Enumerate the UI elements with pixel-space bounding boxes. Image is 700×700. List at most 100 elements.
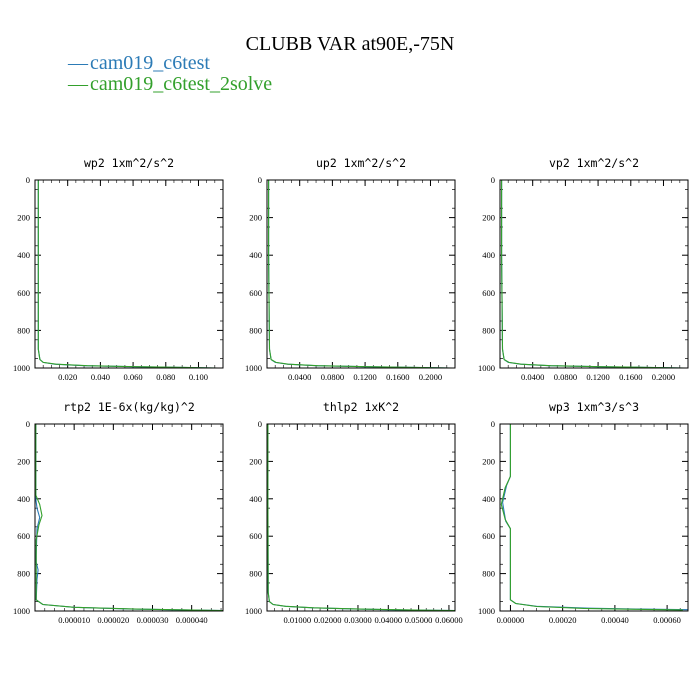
y-tick-label: 800: [249, 325, 262, 335]
x-tick-label: 0.06000: [435, 615, 463, 625]
y-tick-label: 200: [482, 213, 495, 223]
y-tick-label: 800: [482, 569, 495, 579]
x-tick-label: 0.000010: [58, 615, 90, 625]
y-tick-label: 800: [17, 569, 30, 579]
panels: wp2 1xm^2/s^2 0 200 400 600 800 1000 0.020 0.040…: [13, 156, 689, 625]
x-tick-label: 0.000030: [137, 615, 169, 625]
y-tick-label: 800: [249, 569, 262, 579]
legend-label-1: cam019_c6test: [90, 52, 210, 74]
panel-title: rtp2 1E-6x(kg/kg)^2: [63, 400, 195, 414]
y-tick-label: 400: [17, 250, 30, 260]
series-line-2: [35, 424, 224, 612]
x-tick-label: 0.000040: [176, 615, 208, 625]
panel-title: vp2 1xm^2/s^2: [549, 156, 639, 170]
panel-title: up2 1xm^2/s^2: [316, 156, 406, 170]
legend-label-2: cam019_c6test_2solve: [90, 73, 272, 95]
series-line-1: [501, 180, 684, 369]
plot-frame: [266, 179, 456, 369]
series-line-2: [267, 424, 456, 612]
y-tick-label: 400: [17, 494, 30, 504]
x-tick-label: 0.060: [124, 372, 143, 382]
y-tick-label: 200: [482, 456, 495, 466]
series-line-1: [267, 424, 456, 612]
series-line-1: [35, 424, 224, 612]
y-tick-label: 600: [249, 288, 262, 298]
x-tick-label: 0.000020: [97, 615, 129, 625]
y-tick-label: 1000: [478, 606, 495, 616]
y-tick-label: 400: [482, 494, 495, 504]
x-tick-label: 0.04000: [374, 615, 402, 625]
series-line-1: [37, 180, 215, 369]
series-line-2: [268, 180, 453, 369]
y-tick-label: 600: [17, 288, 30, 298]
x-tick-label: 0.00020: [549, 615, 577, 625]
legend-entry-2: — cam019_c6test_2solve: [67, 73, 272, 95]
x-tick-label: 0.00000: [497, 615, 525, 625]
x-tick-label: 0.2000: [652, 372, 675, 382]
y-tick-label: 1000: [245, 363, 262, 373]
y-tick-label: 1000: [13, 363, 30, 373]
plot-frame: [266, 423, 456, 612]
legend-marker-1: —: [67, 52, 89, 74]
plot-frame: [499, 423, 689, 612]
x-tick-label: 0.040: [91, 372, 110, 382]
legend: — cam019_c6test — cam019_c6test_2solve: [67, 52, 272, 95]
y-tick-label: 0: [491, 419, 495, 429]
x-tick-label: 0.1600: [386, 372, 409, 382]
series-line-2: [37, 180, 219, 369]
panel-2: up2 1xm^2/s^2 0 200 400 600 800 1000 0.0400 0.08…: [245, 156, 456, 382]
y-tick-label: 800: [17, 325, 30, 335]
x-tick-label: 0.0400: [521, 372, 544, 382]
y-tick-label: 0: [26, 419, 30, 429]
x-tick-label: 0.02000: [314, 615, 342, 625]
x-tick-label: 0.0400: [288, 372, 311, 382]
y-tick-label: 200: [17, 456, 30, 466]
x-tick-label: 0.1600: [619, 372, 642, 382]
series-line-2: [500, 424, 683, 611]
y-tick-label: 200: [249, 213, 262, 223]
panel-title: wp3 1xm^3/s^3: [549, 400, 639, 414]
series-line-2: [501, 180, 686, 369]
y-tick-label: 1000: [478, 363, 495, 373]
plot-frame: [34, 423, 224, 612]
panel-3: vp2 1xm^2/s^2 0 200 400 600 800 1000 0.0400 0.08…: [478, 156, 689, 382]
panel-5: thlp2 1xK^2 0 200 400 600 800 1000 0.01000 0.020…: [245, 400, 463, 625]
figure-title: CLUBB VAR at90E,-75N: [246, 33, 455, 55]
x-tick-label: 0.05000: [405, 615, 433, 625]
panel-title: thlp2 1xK^2: [323, 400, 399, 414]
series-line-1: [502, 424, 689, 611]
y-tick-label: 400: [482, 250, 495, 260]
plot-frame: [34, 179, 224, 369]
y-tick-label: 600: [249, 531, 262, 541]
x-tick-label: 0.0800: [321, 372, 344, 382]
x-tick-label: 0.020: [58, 372, 77, 382]
x-tick-label: 0.01000: [284, 615, 312, 625]
x-tick-label: 0.080: [156, 372, 175, 382]
y-tick-label: 0: [26, 175, 30, 185]
y-tick-label: 600: [17, 531, 30, 541]
y-tick-label: 600: [482, 288, 495, 298]
plot-frame: [499, 179, 689, 369]
x-tick-label: 0.2000: [419, 372, 442, 382]
legend-entry-1: — cam019_c6test: [67, 52, 210, 74]
y-tick-label: 400: [249, 494, 262, 504]
x-tick-label: 0.1200: [353, 372, 376, 382]
y-tick-label: 200: [17, 213, 30, 223]
y-tick-label: 600: [482, 531, 495, 541]
panel-1: wp2 1xm^2/s^2 0 200 400 600 800 1000 0.020 0.040…: [13, 156, 224, 382]
y-tick-label: 1000: [13, 606, 30, 616]
legend-marker-2: —: [67, 73, 89, 95]
x-tick-label: 0.03000: [344, 615, 372, 625]
y-tick-label: 200: [249, 456, 262, 466]
panel-4: rtp2 1E-6x(kg/kg)^2 0 200 400 600 800 1000 0.00…: [13, 400, 224, 625]
x-tick-label: 0.0800: [554, 372, 577, 382]
x-tick-label: 0.00040: [601, 615, 629, 625]
y-tick-label: 1000: [245, 606, 262, 616]
y-tick-label: 0: [258, 175, 262, 185]
x-tick-label: 0.100: [189, 372, 208, 382]
y-tick-label: 0: [258, 419, 262, 429]
y-tick-label: 800: [482, 325, 495, 335]
y-tick-label: 400: [249, 250, 262, 260]
